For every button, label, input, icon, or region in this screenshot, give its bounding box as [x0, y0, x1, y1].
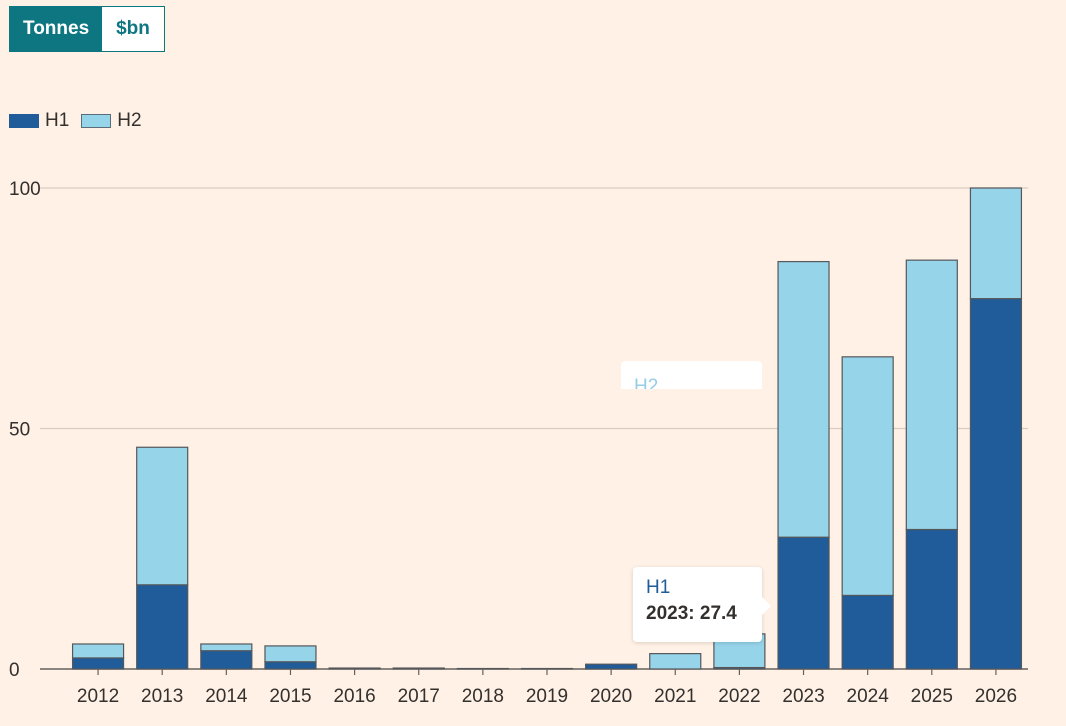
x-tick-label-2012: 2012 — [77, 686, 119, 707]
x-tick-label-2023: 2023 — [782, 686, 824, 707]
bar-h2-2018 — [456, 667, 509, 670]
bar-h1-2013 — [136, 584, 189, 670]
x-tick-label-2022: 2022 — [718, 686, 760, 707]
bar-h2-2025 — [905, 259, 958, 531]
legend-item-h1: H1 — [9, 110, 69, 132]
bar-h1-2015 — [264, 661, 317, 670]
x-tick-label-2026: 2026 — [975, 686, 1017, 707]
bar-h1-2025 — [905, 528, 958, 670]
usd-bn-button[interactable]: $bn — [102, 7, 164, 51]
y-tick-label-50: 50 — [9, 420, 30, 441]
x-tick-label-2015: 2015 — [269, 686, 311, 707]
x-tick-label-2014: 2014 — [205, 686, 248, 707]
x-tick-label-2021: 2021 — [654, 686, 696, 707]
tooltip: H1 2023: 27.4 — [633, 567, 771, 642]
legend-label-h1: H1 — [45, 110, 70, 131]
y-tick-label-0: 0 — [9, 660, 20, 681]
bar-h2-2026 — [969, 187, 1023, 300]
tooltip-value: 2023: 27.4 — [646, 603, 737, 624]
bar-h2-2023 — [777, 260, 830, 538]
bar-h1-2020 — [585, 663, 638, 670]
legend-swatch-h1 — [9, 114, 39, 128]
x-tick-label-2024: 2024 — [847, 686, 890, 707]
x-tick-label-2016: 2016 — [333, 686, 375, 707]
bar-h2-2019 — [520, 667, 574, 670]
x-tick-label-2025: 2025 — [911, 686, 953, 707]
tonnes-button[interactable]: Tonnes — [10, 7, 102, 51]
bar-h2-2016 — [328, 667, 381, 670]
bar-h1-2012 — [71, 657, 125, 670]
bar-h2-2021 — [649, 653, 702, 670]
bar-h2-2014 — [200, 643, 253, 652]
ghost-tooltip-series: H2 — [634, 376, 659, 389]
legend-label-h2: H2 — [117, 110, 142, 131]
legend-swatch-h2 — [81, 114, 112, 128]
x-tick-label-2013: 2013 — [141, 686, 183, 707]
unit-toggle: Tonnes $bn — [9, 6, 165, 52]
bar-h1-2026 — [969, 298, 1023, 670]
y-tick-label-100: 100 — [9, 179, 41, 200]
bar-h1-2014 — [200, 650, 253, 670]
bar-h2-2017 — [392, 667, 445, 670]
bar-h1-2024 — [841, 594, 894, 670]
bar-h2-2024 — [841, 356, 894, 597]
bar-h1-2023 — [777, 536, 830, 670]
legend: H1 H2 — [9, 110, 154, 132]
tooltip-arrow — [762, 597, 771, 615]
x-tick-label-2020: 2020 — [590, 686, 632, 707]
x-tick-label-2017: 2017 — [398, 686, 440, 707]
tooltip-series: H1 — [646, 577, 671, 598]
x-tick-label-2018: 2018 — [462, 686, 504, 707]
bar-h2-2015 — [264, 645, 317, 663]
bar-h2-2013 — [136, 446, 189, 586]
legend-item-h2: H2 — [81, 110, 142, 132]
ghost-tooltip: H2 — [621, 361, 762, 389]
x-tick-label-2019: 2019 — [526, 686, 568, 707]
bar-h2-2012 — [71, 643, 125, 659]
